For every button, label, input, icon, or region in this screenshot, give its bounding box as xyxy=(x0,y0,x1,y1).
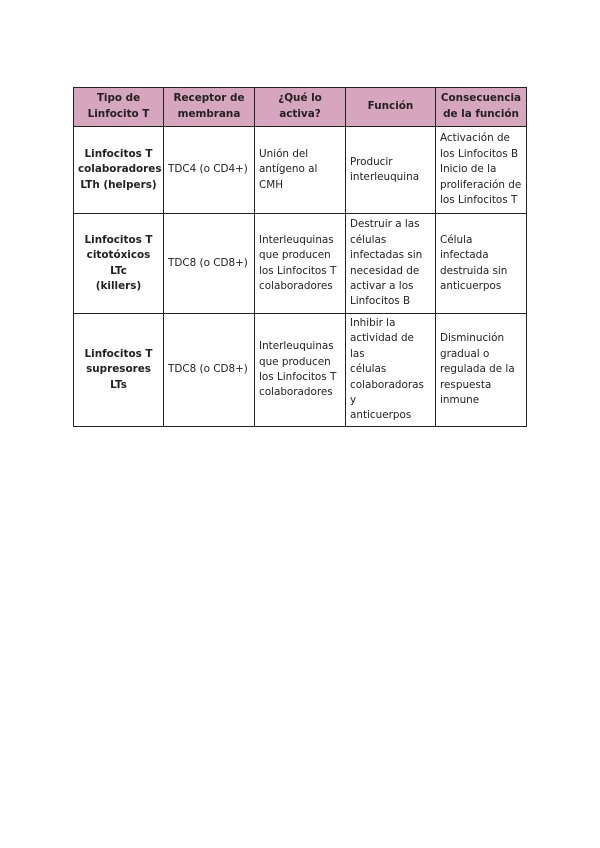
header-cell: Función xyxy=(345,87,436,127)
table-cell: Interleuquinas que producen los Linfocit… xyxy=(254,313,346,427)
table-cell: Disminución gradual o regulada de la res… xyxy=(435,313,527,427)
table-cell: Linfocitos T supresores LTs xyxy=(73,313,164,427)
header-cell: Consecuencia de la función xyxy=(435,87,527,127)
table-cell: Célula infectada destruida sin anticuerp… xyxy=(435,213,527,314)
table-cell: TDC8 (o CD8+) xyxy=(163,313,255,427)
header-cell: Receptor de membrana xyxy=(163,87,255,127)
table-row: Linfocitos T citotóxicos LTc (killers) T… xyxy=(73,213,527,314)
table-cell: Linfocitos T citotóxicos LTc (killers) xyxy=(73,213,164,314)
table-cell: Interleuquinas que producen los Linfocit… xyxy=(254,213,346,314)
table-cell: Destruir a las células infectadas sin ne… xyxy=(345,213,436,314)
table-cell: Producir interleuquina xyxy=(345,126,436,214)
header-cell: ¿Qué lo activa? xyxy=(254,87,346,127)
lymphocyte-table: Tipo de Linfocito T Receptor de membrana… xyxy=(73,87,527,427)
table-cell: Linfocitos T colaboradores LTh (helpers) xyxy=(73,126,164,214)
table-cell: Activación de los Linfocitos B Inicio de… xyxy=(435,126,527,214)
table-cell: TDC8 (o CD8+) xyxy=(163,213,255,314)
header-row: Tipo de Linfocito T Receptor de membrana… xyxy=(73,87,527,127)
table-cell: Inhibir la actividad de las células cola… xyxy=(345,313,436,427)
header-cell: Tipo de Linfocito T xyxy=(73,87,164,127)
table-cell: Unión del antígeno al CMH xyxy=(254,126,346,214)
table-row: Linfocitos T colaboradores LTh (helpers)… xyxy=(73,126,527,214)
table-row: Linfocitos T supresores LTs TDC8 (o CD8+… xyxy=(73,313,527,427)
table-cell: TDC4 (o CD4+) xyxy=(163,126,255,214)
